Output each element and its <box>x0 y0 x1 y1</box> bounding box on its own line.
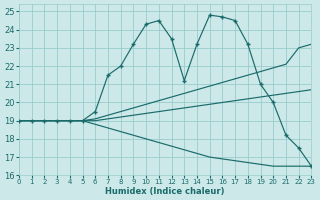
X-axis label: Humidex (Indice chaleur): Humidex (Indice chaleur) <box>105 187 225 196</box>
